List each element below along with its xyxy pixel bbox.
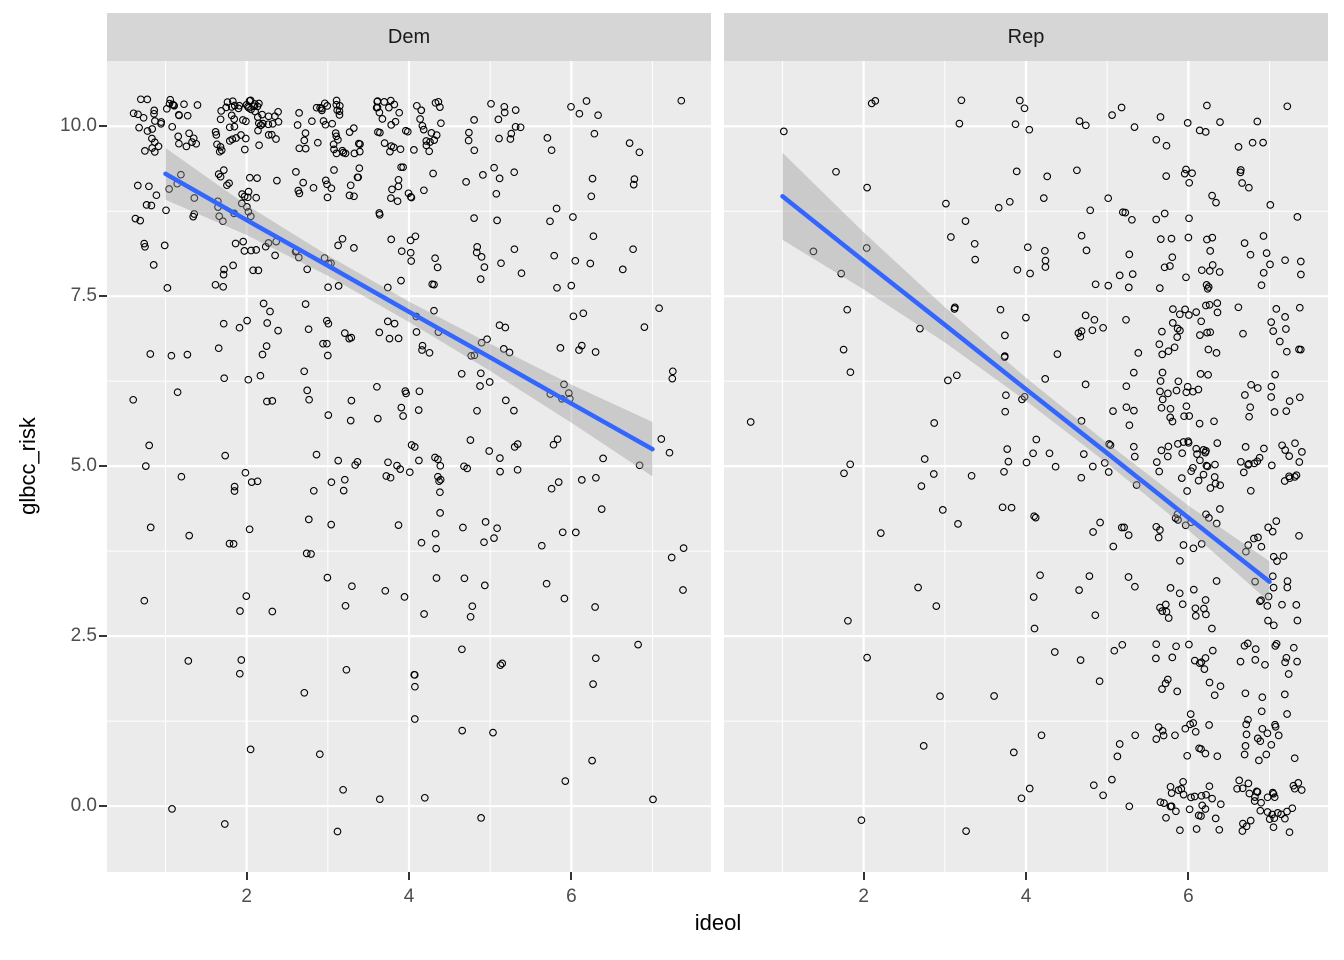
x-tick-mark [862, 872, 865, 880]
x-axis-title: ideol [694, 910, 742, 935]
facet-strip-rep: Rep [724, 13, 1328, 61]
x-tick-label: 4 [1020, 886, 1032, 907]
x-tick-label: 2 [858, 886, 869, 907]
x-tick-mark [408, 872, 410, 880]
facet-strip-dem: Dem [107, 13, 711, 61]
y-tick-label: 0.0 [70, 795, 97, 817]
x-tick-mark [570, 872, 573, 880]
y-tick-label: 5.0 [70, 455, 97, 477]
x-tick-mark [1025, 872, 1027, 880]
facet-panel-rep [724, 61, 1328, 872]
x-tick-mark [245, 872, 248, 880]
x-tick-label: 6 [566, 886, 577, 907]
facet-panel-dem [107, 61, 711, 872]
y-tick-mark [99, 635, 107, 638]
y-tick-label: 10.0 [60, 115, 97, 137]
facet-strip-label: Rep [1007, 25, 1045, 48]
x-tick-mark [1187, 872, 1190, 880]
facet-strip-label: Dem [387, 25, 431, 48]
facet-rep: Rep 2 4 6 [724, 13, 1328, 907]
y-tick-label: 2.5 [70, 625, 97, 647]
y-tick-mark [99, 125, 107, 128]
x-tick-label: 4 [403, 886, 415, 907]
y-tick-label: 7.5 [70, 285, 97, 307]
y-tick-mark [99, 805, 107, 808]
facet-dem: Dem 2 4 6 [107, 13, 711, 907]
x-tick-label: 6 [1183, 886, 1194, 907]
y-tick-mark [99, 295, 107, 298]
x-tick-label: 2 [241, 886, 252, 907]
y-tick-mark [99, 465, 107, 468]
